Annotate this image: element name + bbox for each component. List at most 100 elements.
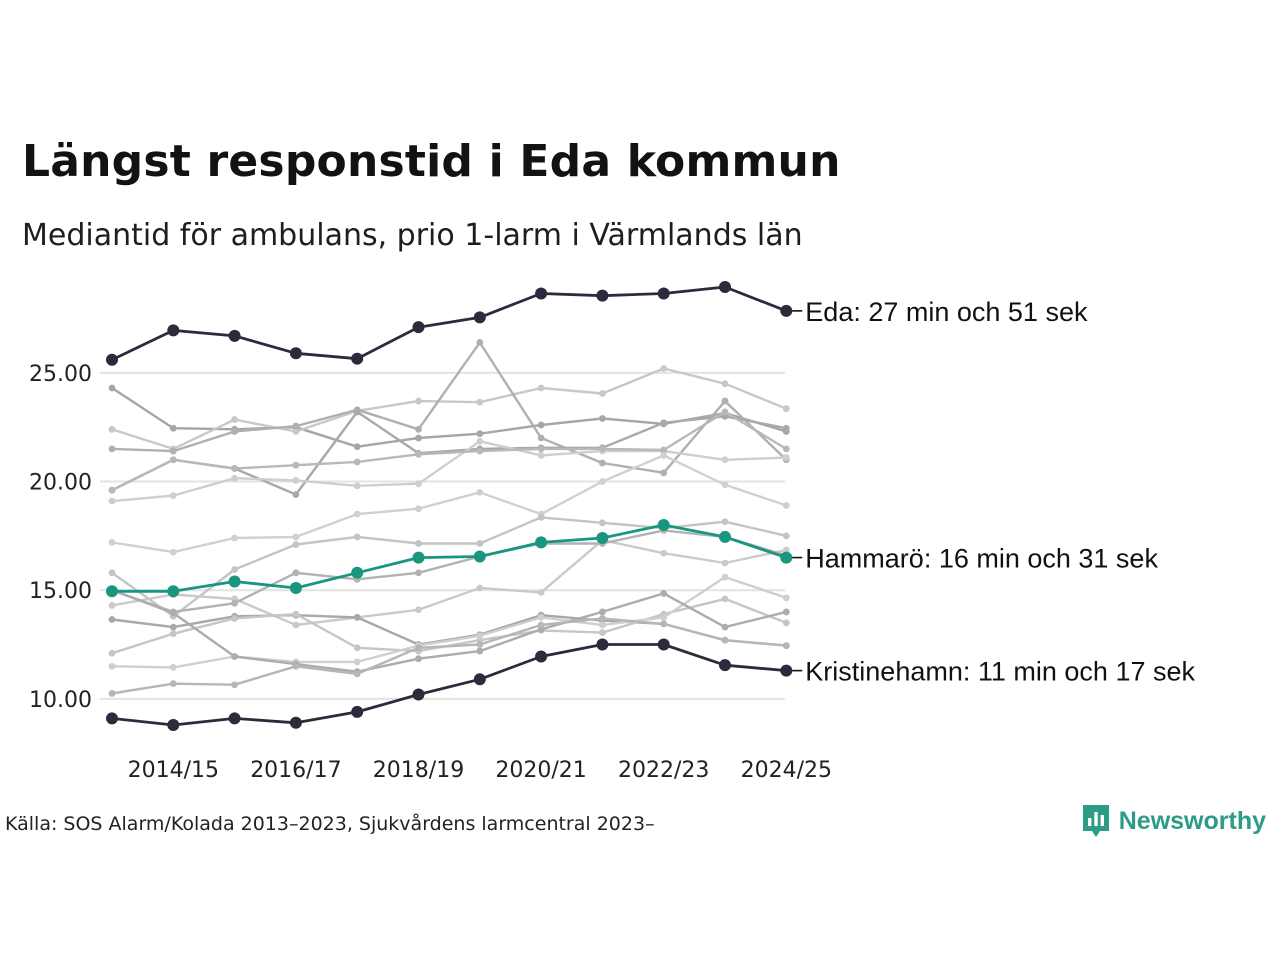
background-series-5-point [782,454,790,461]
x-tick-label: 2016/17 [250,758,341,783]
background-series-15-line [111,617,787,695]
background-series-11-point [353,613,361,621]
background-series-2-point [292,428,300,435]
background-series-13-point [782,594,790,602]
background-series-12-point [721,595,729,603]
background-series-5-point [415,480,422,488]
background-series-6-point [415,450,422,458]
background-series-12-point [599,629,606,636]
background-series-2-point [537,384,545,392]
kristinehamn-series-point [289,716,302,729]
background-series-7-point [782,502,790,509]
background-series-15-point [231,681,239,689]
background-series-10-point [292,569,300,577]
y-tick-label: 25.00 [29,362,92,387]
background-series-6-point [231,465,239,472]
background-series-3-point [231,428,239,435]
background-series-5-point [231,474,239,482]
background-series-14-point [476,647,484,655]
background-series-5-point [721,456,729,464]
background-series-7-line [111,454,787,554]
background-series-2-point [476,398,484,406]
background-series-3-point [537,434,545,442]
eda-series-point [535,287,548,300]
background-series-1-point [599,415,606,422]
background-series-15-point [599,615,606,622]
background-series-6-point [782,445,790,453]
background-series-8-point [353,533,361,541]
y-tick-label: 10.00 [29,688,92,713]
background-series-5-point [537,452,545,459]
background-series-14-line [111,589,787,673]
background-series-4-point [782,424,790,432]
background-series-15-point [415,644,422,652]
eda-series-point [780,304,793,317]
eda-series-point [473,311,486,324]
background-series-2-line [111,367,787,451]
chart-title: Längst responstid i Eda kommun [22,136,841,187]
background-series-12-point [108,649,116,657]
newsworthy-brand[interactable]: Newsworthy [1081,803,1266,839]
background-series-5-point [353,482,361,490]
background-series-13-point [721,573,729,581]
background-series-2-point [660,365,668,372]
background-series-1-point [476,430,484,438]
background-series-12-point [782,619,790,627]
hammaro-series-point [473,550,486,563]
background-series-15-point [292,662,300,670]
background-series-7-point [415,505,422,513]
eda-series-point [167,324,180,337]
background-series-5-point [169,492,177,500]
kristinehamn-series-point [106,712,118,725]
background-series-7-point [353,510,361,518]
background-series-6-point [108,486,116,494]
kristinehamn-series-line [111,643,787,727]
background-series-2-point [599,390,606,397]
hammaro-end-label: Hammarö: 16 min och 31 sek [805,544,1158,574]
background-series-15-point [721,636,729,644]
background-series-9-line [111,539,787,627]
background-series-10-point [415,569,422,577]
background-series-11-point [108,616,116,623]
background-series-5-point [292,477,300,484]
x-tick-label: 2020/21 [495,758,586,783]
background-series-7-point [721,481,729,489]
background-series-13-point [108,662,116,670]
hammaro-series-point [657,518,670,531]
background-series-9-point [782,546,790,554]
kristinehamn-series-point [719,659,731,672]
background-series-8-point [292,541,300,548]
background-series-15-point [660,620,668,628]
hammaro-series-point [289,582,302,595]
background-series-6-point [476,447,484,455]
background-series-4-point [353,408,361,416]
background-series-6-point [660,446,668,454]
background-series-12-point [353,644,361,652]
background-series-6-point [599,445,606,453]
background-series-1-point [169,424,177,432]
background-series-3-point [476,338,484,346]
background-series-10-point [231,599,239,607]
background-series-12-point [169,630,177,638]
background-series-3-point [292,422,300,430]
background-series-15-point [353,670,361,678]
eda-series-point [596,289,609,302]
newsworthy-logo-icon [1082,805,1109,837]
background-series-9-point [660,549,668,557]
background-series-4-point [660,419,668,427]
kristinehamn-series-point [596,638,609,651]
background-series-8-point [537,513,545,521]
hammaro-series-point [719,530,731,543]
y-axis-ticks: 10.00 15.00 20.00 25.00 [29,362,92,713]
background-series-2-point [108,425,116,433]
kristinehamn-series-point [780,664,793,677]
background-series-6-line [111,410,787,492]
background-series-8-point [108,569,116,577]
gridlines [100,371,785,700]
kristinehamn-series-point [228,712,241,725]
eda-series-point [351,352,364,365]
background-series-14-point [415,655,422,663]
background-series-3-point [721,397,729,405]
background-series-5-point [476,437,484,445]
kristinehamn-series-point [412,688,425,701]
